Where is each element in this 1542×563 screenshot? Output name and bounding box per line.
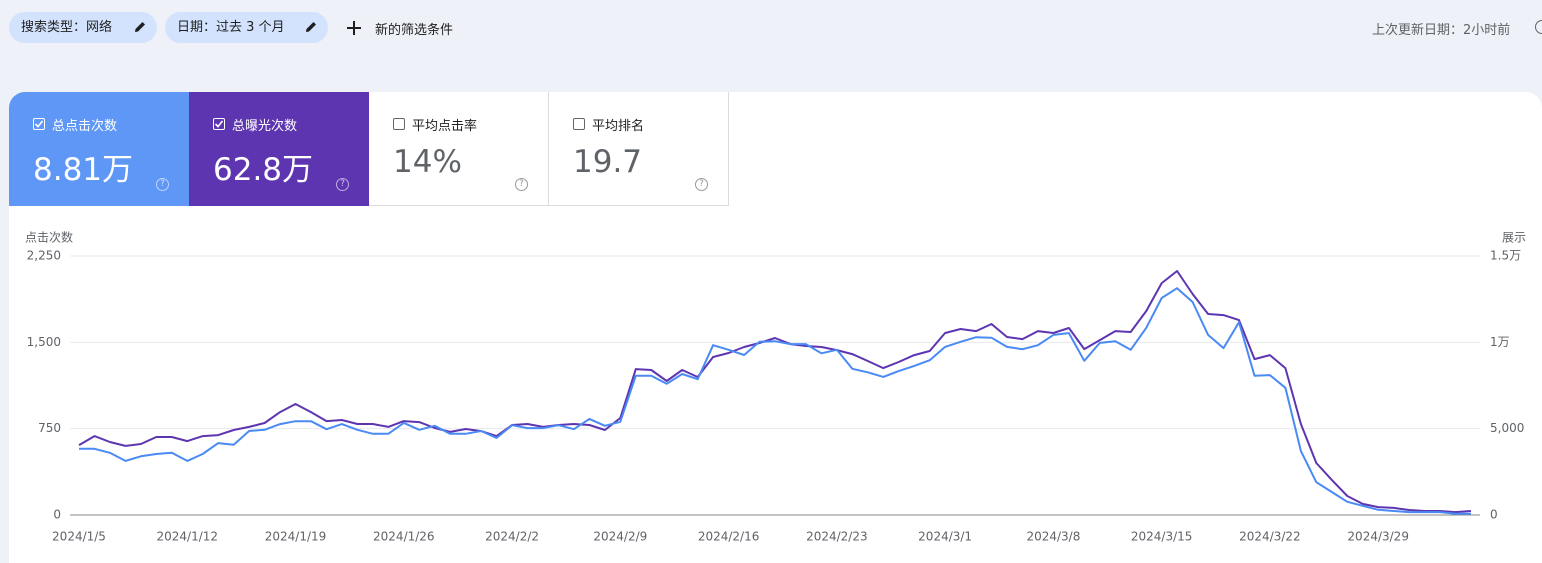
x-tick-label: 2024/2/23 <box>806 530 868 544</box>
plus-icon <box>347 21 361 35</box>
y2-tick-label: 0 <box>1490 508 1498 522</box>
x-tick-label: 2024/2/16 <box>698 530 760 544</box>
metric-tile[interactable]: 平均点击率 14%? <box>369 92 549 206</box>
series-line <box>78 270 1472 514</box>
x-tick-label: 2024/2/2 <box>485 530 539 544</box>
x-tick-label: 2024/1/19 <box>265 530 327 544</box>
metric-label: 平均排名 <box>592 119 645 134</box>
series-line <box>79 287 1471 515</box>
help-icon: ? <box>336 178 349 191</box>
y2-tick-label: 1.5万 <box>1490 249 1521 263</box>
metric-tile[interactable]: 总点击次数 8.81万? <box>9 92 189 206</box>
metric-value: 19.7 <box>573 144 643 180</box>
x-tick-label: 2024/2/9 <box>593 530 647 544</box>
y-tick-label: 1,500 <box>27 335 61 349</box>
x-tick-label: 2024/3/29 <box>1347 530 1409 544</box>
metric-label: 总曝光次数 <box>232 119 298 134</box>
x-tick-label: 2024/1/12 <box>157 530 219 544</box>
filter-chip[interactable]: 日期：过去 3 个月 <box>165 12 328 43</box>
x-tick-label: 2024/1/26 <box>373 530 435 544</box>
metric-tile[interactable]: 总曝光次数 62.8万? <box>189 92 369 206</box>
filter-chip[interactable]: 搜索类型：网络 <box>9 12 157 43</box>
checkbox <box>573 118 585 130</box>
y2-axis-title: 展示 <box>1502 231 1526 245</box>
x-tick-label: 2024/3/22 <box>1239 530 1301 544</box>
checkbox <box>213 118 225 130</box>
edit-icon <box>306 22 316 32</box>
x-tick-label: 2024/3/8 <box>1026 530 1080 544</box>
metric-tile[interactable]: 平均排名 19.7? <box>549 92 729 206</box>
x-tick-label: 2024/3/1 <box>918 530 972 544</box>
help-icon: ? <box>515 178 528 191</box>
y-tick-label: 2,250 <box>27 249 61 263</box>
chip-text: 搜索类型：网络 <box>21 20 113 35</box>
checkbox <box>393 118 405 130</box>
help-icon: ? <box>156 178 169 191</box>
help-icon: ? <box>695 178 708 191</box>
metric-value: 14% <box>393 144 462 180</box>
metric-label: 平均点击率 <box>412 119 478 134</box>
info-icon <box>1535 20 1542 34</box>
x-tick-label: 2024/3/15 <box>1131 530 1193 544</box>
metric-value: 8.81万 <box>33 152 134 188</box>
checkbox <box>33 118 45 130</box>
add-filter[interactable]: 新的筛选条件 <box>375 23 454 38</box>
y-tick-label: 750 <box>38 421 61 435</box>
x-tick-label: 2024/1/5 <box>52 530 106 544</box>
last-update: 上次更新日期：2小时前 <box>1372 23 1511 38</box>
metric-value: 62.8万 <box>213 152 314 188</box>
metric-label: 总点击次数 <box>52 119 118 134</box>
y-axis-title: 点击次数 <box>25 230 73 245</box>
edit-icon <box>135 22 145 32</box>
chart: 点击次数 展示 0 750 1,500 2,250 0 5,000 1万 1.5万 2024/1… <box>25 230 1526 544</box>
y-tick-label: 0 <box>53 508 61 522</box>
chip-text: 日期：过去 3 个月 <box>177 20 285 35</box>
y2-tick-label: 1万 <box>1490 335 1510 349</box>
y2-tick-label: 5,000 <box>1490 421 1524 435</box>
